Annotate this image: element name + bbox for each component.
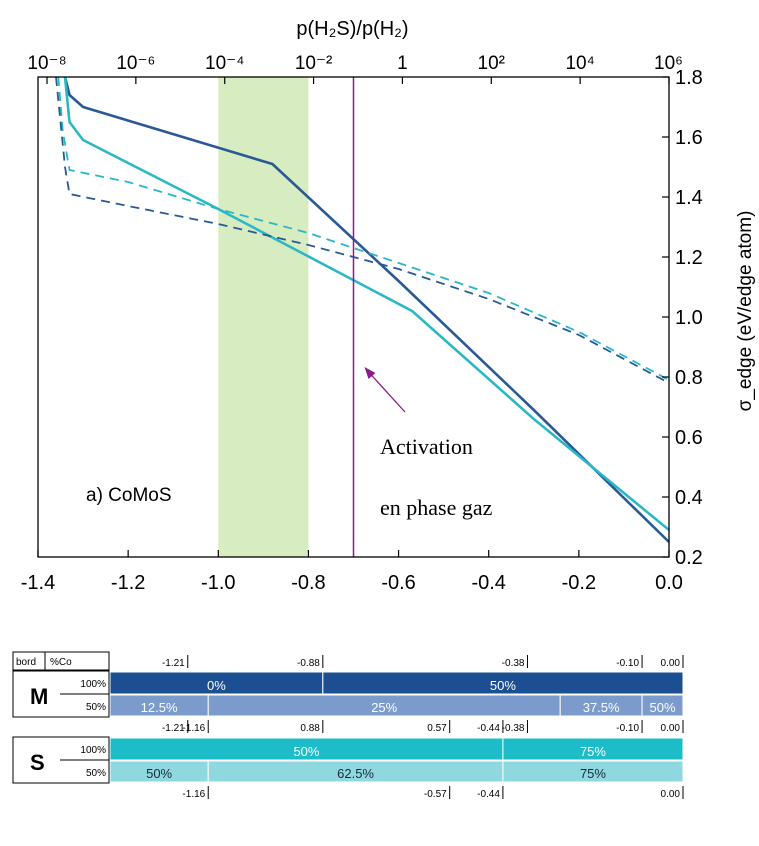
m-row1-segment	[322, 671, 684, 695]
m-row2-segment-label: 12.5%	[141, 700, 178, 715]
s-row1-label: 100%	[80, 745, 106, 756]
s-scale-bottom-label: 0.00	[661, 789, 681, 800]
m-scale-top-label: -1.21	[162, 658, 185, 669]
m-scale-top-label: 0.00	[661, 658, 681, 669]
header-cell	[12, 651, 110, 671]
m-scale-bottom-label: 0.57	[427, 723, 447, 734]
top-tick-label: 1	[397, 53, 408, 74]
y-tick-label: 1.2	[675, 247, 703, 269]
co-content-tables: bord %Co -1.21 -0.88 -0.38 -0.10 0.00 M 100% 50% 0…	[12, 651, 684, 800]
y-axis-label: σ_edge (eV/edge atom)	[735, 211, 756, 412]
s-row1-segment	[502, 737, 684, 761]
x-tick-label: -0.8	[291, 572, 325, 594]
y-tick-label: 1.0	[675, 307, 703, 329]
s-scale-bottom-label: -1.16	[182, 789, 205, 800]
x-tick-label: -0.4	[471, 572, 505, 594]
y-tick-label: 0.8	[675, 367, 703, 389]
s-row1-segment-label: 75%	[580, 744, 606, 759]
m-scale-bottom-label: -0.38	[502, 723, 525, 734]
header-co: %Co	[50, 657, 72, 668]
y-tick-label: 1.4	[675, 187, 703, 209]
s-row2-segment-label: 50%	[146, 766, 172, 781]
s-scale-bottom-label: -0.57	[424, 789, 447, 800]
m-scale-top-label: -0.38	[502, 658, 525, 669]
x-tick-label: -1.2	[111, 572, 145, 594]
s-scale-bottom-label: -0.44	[477, 789, 500, 800]
chart: -1.4 -1.2 -1.0 -0.8 -0.6 -0.4 -0.2 0.0 0.2 0.4 0.6…	[21, 18, 756, 594]
m-scale-top-label: -0.10	[616, 658, 639, 669]
m-scale-bottom-label: -0.10	[616, 723, 639, 734]
m-row2-segment-label: 50%	[650, 700, 676, 715]
annotation-line2: en phase gaz	[380, 495, 493, 520]
m-scale-bottom-label: 0.00	[661, 723, 681, 734]
header-bord: bord	[16, 657, 36, 668]
m-label: M	[30, 684, 48, 709]
m-scale-bottom-label: -1.21	[162, 723, 185, 734]
x-tick-label: -1.4	[21, 572, 55, 594]
m-row2-segment	[641, 694, 684, 717]
top-tick-label: 10⁶	[654, 53, 683, 74]
annotation-arrowhead	[364, 367, 376, 379]
s-row2-segment	[502, 760, 684, 783]
top-tick-label: 10⁻⁶	[116, 53, 155, 74]
top-tick-label: 10⁴	[565, 53, 594, 74]
m-scale-bottom-label: -1.16	[182, 723, 205, 734]
series-line-2	[63, 76, 670, 532]
s-label: S	[30, 750, 45, 775]
top-tick-label: 10⁻²	[295, 53, 333, 74]
top-tick-label: 10²	[478, 53, 505, 74]
top-axis-label: p(H₂S)/p(H₂)	[296, 18, 408, 40]
s-row2-label: 50%	[86, 768, 106, 779]
x-tick-label: -0.6	[381, 572, 415, 594]
optimal-range-band	[218, 77, 309, 557]
y-tick-label: 1.6	[675, 127, 703, 149]
y-tick-label: 1.8	[675, 67, 703, 89]
annotation-arrow-shaft	[369, 372, 406, 413]
m-scale-top-label: -0.88	[297, 658, 320, 669]
x-tick-label: -0.2	[562, 572, 596, 594]
m-row2-segment-label: 25%	[371, 700, 397, 715]
m-row1-segment-label: 0%	[207, 678, 226, 693]
series-line-1	[63, 76, 670, 543]
y-tick-label: 0.2	[675, 547, 703, 569]
m-row1-segment-label: 50%	[490, 678, 516, 693]
top-tick-label: 10⁻⁸	[27, 53, 66, 74]
m-row2-segment-label: 37.5%	[583, 700, 620, 715]
m-row2-label: 50%	[86, 702, 106, 713]
m-row1-label: 100%	[80, 679, 106, 690]
y-tick-label: 0.4	[675, 487, 703, 509]
s-row2-segment-label: 75%	[580, 766, 606, 781]
top-tick-label: 10⁻⁴	[205, 53, 244, 74]
y-tick-label: 0.6	[675, 427, 703, 449]
s-row1-segment-label: 50%	[293, 744, 319, 759]
m-scale-bottom-label: 0.88	[300, 723, 320, 734]
annotation-line1: Activation	[380, 434, 473, 459]
x-tick-label: -1.0	[201, 572, 235, 594]
x-tick-label: 0.0	[655, 572, 683, 594]
s-row2-segment-label: 62.5%	[337, 766, 374, 781]
m-scale-bottom-label: -0.44	[477, 723, 500, 734]
series-line-4	[55, 76, 670, 384]
panel-label: a) CoMoS	[86, 485, 172, 506]
